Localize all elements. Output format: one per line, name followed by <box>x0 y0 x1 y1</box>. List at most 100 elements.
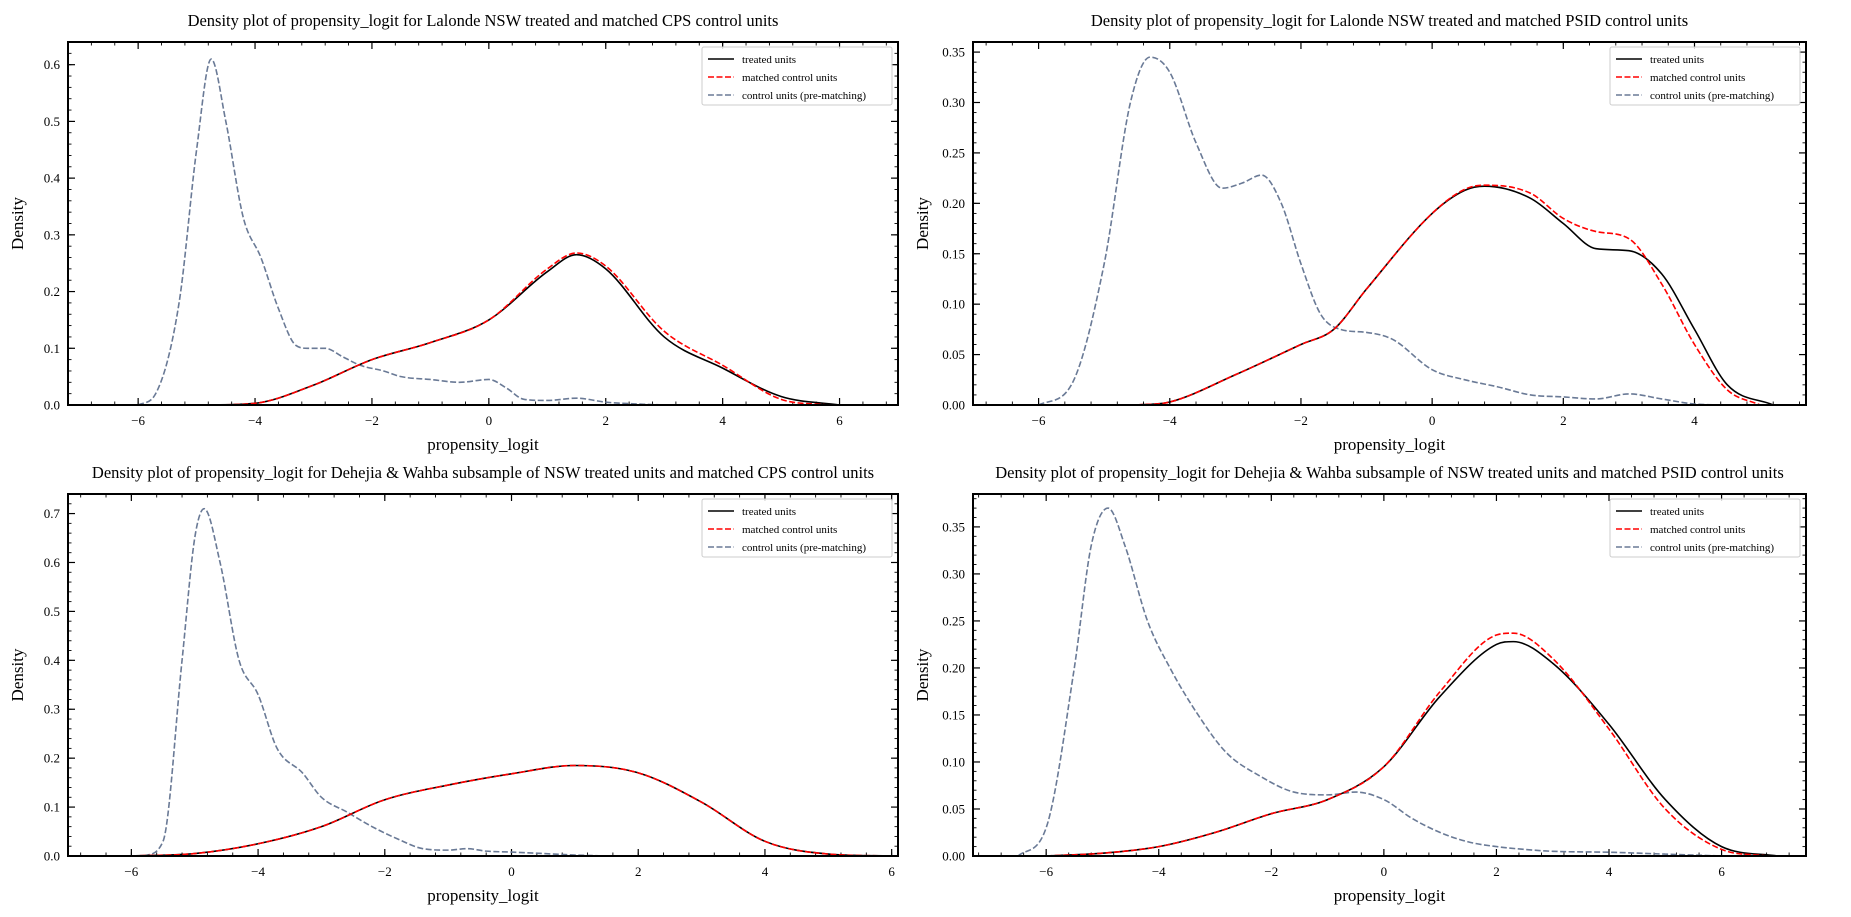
x-tick-label: 6 <box>836 413 843 428</box>
y-tick-label: 0.35 <box>942 45 965 60</box>
x-tick-label: 0 <box>1429 413 1436 428</box>
y-tick-label: 0.3 <box>44 227 60 242</box>
y-tick-label: 0.30 <box>942 566 965 581</box>
chart-title: Density plot of propensity_logit for Deh… <box>995 463 1784 482</box>
x-tick-label: −2 <box>378 864 392 879</box>
chart-title: Density plot of propensity_logit for Lal… <box>188 11 779 30</box>
x-tick-label: 4 <box>719 413 726 428</box>
series-line-matched <box>208 252 828 405</box>
y-tick-label: 0.00 <box>942 398 965 413</box>
x-axis-label: propensity_logit <box>427 886 539 905</box>
x-tick-label: 2 <box>635 864 642 879</box>
legend-box <box>701 46 893 106</box>
legend-label-control: control units (pre-matching) <box>1650 542 1774 554</box>
x-tick-label: 6 <box>888 864 895 879</box>
legend-label-matched: matched control units <box>742 524 837 536</box>
x-axis-label: propensity_logit <box>1334 886 1446 905</box>
legend-label-control: control units (pre-matching) <box>742 542 866 554</box>
x-tick-label: 2 <box>602 413 609 428</box>
legend: treated units matched control units contro… <box>701 46 893 106</box>
x-tick-label: −2 <box>1264 864 1278 879</box>
y-tick-label: 0.20 <box>942 196 965 211</box>
x-tick-label: 0 <box>486 413 493 428</box>
legend-label-matched: matched control units <box>1650 72 1745 84</box>
x-tick-label: 0 <box>1381 864 1388 879</box>
series-line-treated <box>131 764 892 856</box>
chart-panel-4: Density plot of propensity_logit for Deh… <box>913 463 1807 905</box>
x-axis-label: propensity_logit <box>1334 435 1446 454</box>
y-tick-label: 0.35 <box>942 519 965 534</box>
y-axis-label: Density <box>8 197 27 250</box>
x-tick-label: −4 <box>251 864 265 879</box>
y-tick-label: 0.2 <box>44 284 60 299</box>
chart-panel-2: Density plot of propensity_logit for Lal… <box>913 11 1807 454</box>
y-tick-label: 0.2 <box>44 751 60 766</box>
y-tick-label: 0.05 <box>942 347 965 362</box>
legend-label-treated: treated units <box>1650 506 1704 518</box>
y-tick-label: 0.15 <box>942 707 965 722</box>
x-tick-label: 0 <box>508 864 515 879</box>
series-line-matched <box>131 764 892 856</box>
legend-label-matched: matched control units <box>1650 524 1745 536</box>
y-tick-label: 0.00 <box>942 849 965 864</box>
series-line-control <box>1017 507 1722 856</box>
x-tick-label: −4 <box>248 413 262 428</box>
x-tick-label: −6 <box>1032 413 1046 428</box>
y-tick-label: 0.10 <box>942 754 965 769</box>
y-tick-label: 0.5 <box>44 114 60 129</box>
plot-frame <box>67 41 899 406</box>
legend-label-treated: treated units <box>742 54 796 66</box>
x-tick-label: −6 <box>1039 864 1053 879</box>
x-tick-label: 2 <box>1560 413 1567 428</box>
y-tick-label: 0.25 <box>942 613 965 628</box>
y-tick-label: 0.0 <box>44 398 60 413</box>
y-tick-label: 0.25 <box>942 145 965 160</box>
y-tick-label: 0.1 <box>44 800 60 815</box>
legend: treated units matched control units contro… <box>701 498 893 558</box>
y-tick-label: 0.6 <box>44 57 61 72</box>
x-tick-label: −6 <box>124 864 138 879</box>
x-tick-label: −2 <box>1294 413 1308 428</box>
legend-box <box>701 498 893 558</box>
plot-frame <box>972 493 1807 857</box>
x-tick-label: 4 <box>762 864 769 879</box>
plot-frame <box>67 493 899 857</box>
legend-box <box>1609 46 1801 106</box>
y-tick-label: 0.0 <box>44 849 60 864</box>
x-tick-label: 4 <box>1606 864 1613 879</box>
x-tick-label: 4 <box>1691 413 1698 428</box>
x-tick-label: −6 <box>131 413 145 428</box>
x-tick-label: 2 <box>1493 864 1500 879</box>
x-tick-label: −2 <box>365 413 379 428</box>
series-line-control <box>1038 56 1728 405</box>
legend-label-control: control units (pre-matching) <box>742 90 866 102</box>
legend-box <box>1609 498 1801 558</box>
legend: treated units matched control units contro… <box>1609 498 1801 558</box>
series-line-matched <box>1046 632 1767 856</box>
series-line-control <box>143 507 607 856</box>
series-line-control <box>137 58 665 405</box>
series-line-treated <box>208 253 840 405</box>
x-tick-label: 6 <box>1718 864 1725 879</box>
legend-label-treated: treated units <box>742 506 796 518</box>
y-axis-label: Density <box>913 648 932 701</box>
legend-label-treated: treated units <box>1650 54 1704 66</box>
chart-title: Density plot of propensity_logit for Deh… <box>92 463 874 482</box>
chart-panel-1: Density plot of propensity_logit for Lal… <box>8 11 899 454</box>
legend-label-matched: matched control units <box>742 72 837 84</box>
legend: treated units matched control units contro… <box>1609 46 1801 106</box>
chart-title: Density plot of propensity_logit for Lal… <box>1091 11 1688 30</box>
y-axis-label: Density <box>8 648 27 701</box>
series-line-treated <box>1046 640 1778 856</box>
legend-label-control: control units (pre-matching) <box>1650 90 1774 102</box>
y-tick-label: 0.1 <box>44 341 60 356</box>
y-tick-label: 0.10 <box>942 297 965 312</box>
y-tick-label: 0.4 <box>44 171 61 186</box>
chart-panel-3: Density plot of propensity_logit for Deh… <box>8 463 899 905</box>
y-tick-label: 0.6 <box>44 555 61 570</box>
y-tick-label: 0.5 <box>44 604 60 619</box>
y-tick-label: 0.15 <box>942 246 965 261</box>
y-tick-label: 0.3 <box>44 702 60 717</box>
y-tick-label: 0.30 <box>942 95 965 110</box>
